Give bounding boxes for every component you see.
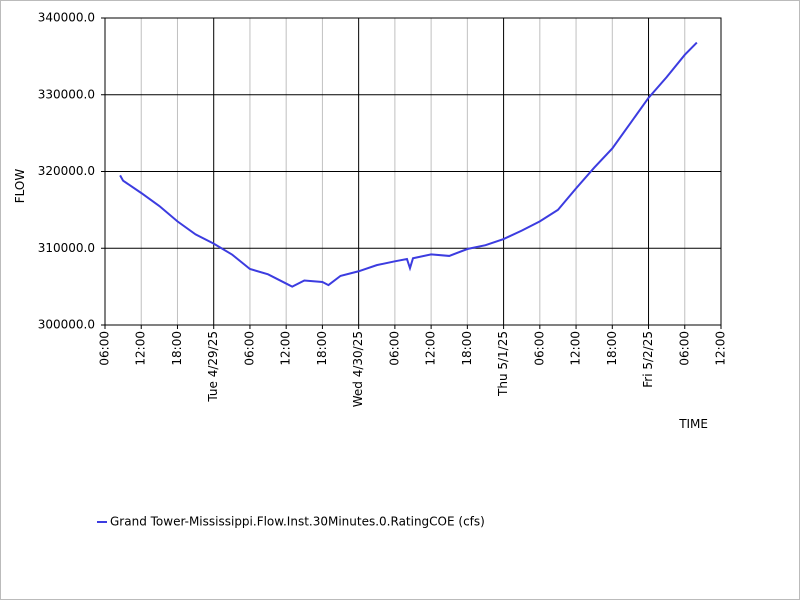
y-tick-label: 330000.0 <box>38 87 95 101</box>
y-tick-label: 310000.0 <box>38 241 95 255</box>
x-axis-label: TIME <box>678 417 708 431</box>
x-tick-label: Fri 5/2/25 <box>641 331 655 388</box>
x-tick-label: 18:00 <box>605 331 619 366</box>
y-tick-label: 340000.0 <box>38 11 95 25</box>
x-tick-label: 06:00 <box>677 331 691 366</box>
y-axis-label: FLOW <box>13 169 27 204</box>
x-tick-label: 18:00 <box>170 331 184 366</box>
x-tick-label: Wed 4/30/25 <box>351 331 365 407</box>
legend-label: Grand Tower-Mississippi.Flow.Inst.30Minu… <box>110 515 485 529</box>
x-tick-label: Thu 5/1/25 <box>496 331 510 397</box>
x-tick-label: 06:00 <box>387 331 401 366</box>
x-tick-label: 06:00 <box>242 331 256 366</box>
x-tick-label: 06:00 <box>532 331 546 366</box>
x-tick-label: 12:00 <box>569 331 583 366</box>
y-tick-label: 320000.0 <box>38 164 95 178</box>
x-tick-label: 18:00 <box>315 331 329 366</box>
x-tick-label: 12:00 <box>279 331 293 366</box>
x-tick-label: Tue 4/29/25 <box>206 331 220 403</box>
y-tick-label: 300000.0 <box>38 318 95 332</box>
data-line <box>119 41 698 288</box>
x-tick-label: 06:00 <box>98 331 112 366</box>
x-tick-label: 12:00 <box>134 331 148 366</box>
x-tick-label: 18:00 <box>460 331 474 366</box>
x-tick-label: 12:00 <box>424 331 438 366</box>
x-tick-label: 12:00 <box>714 331 728 366</box>
